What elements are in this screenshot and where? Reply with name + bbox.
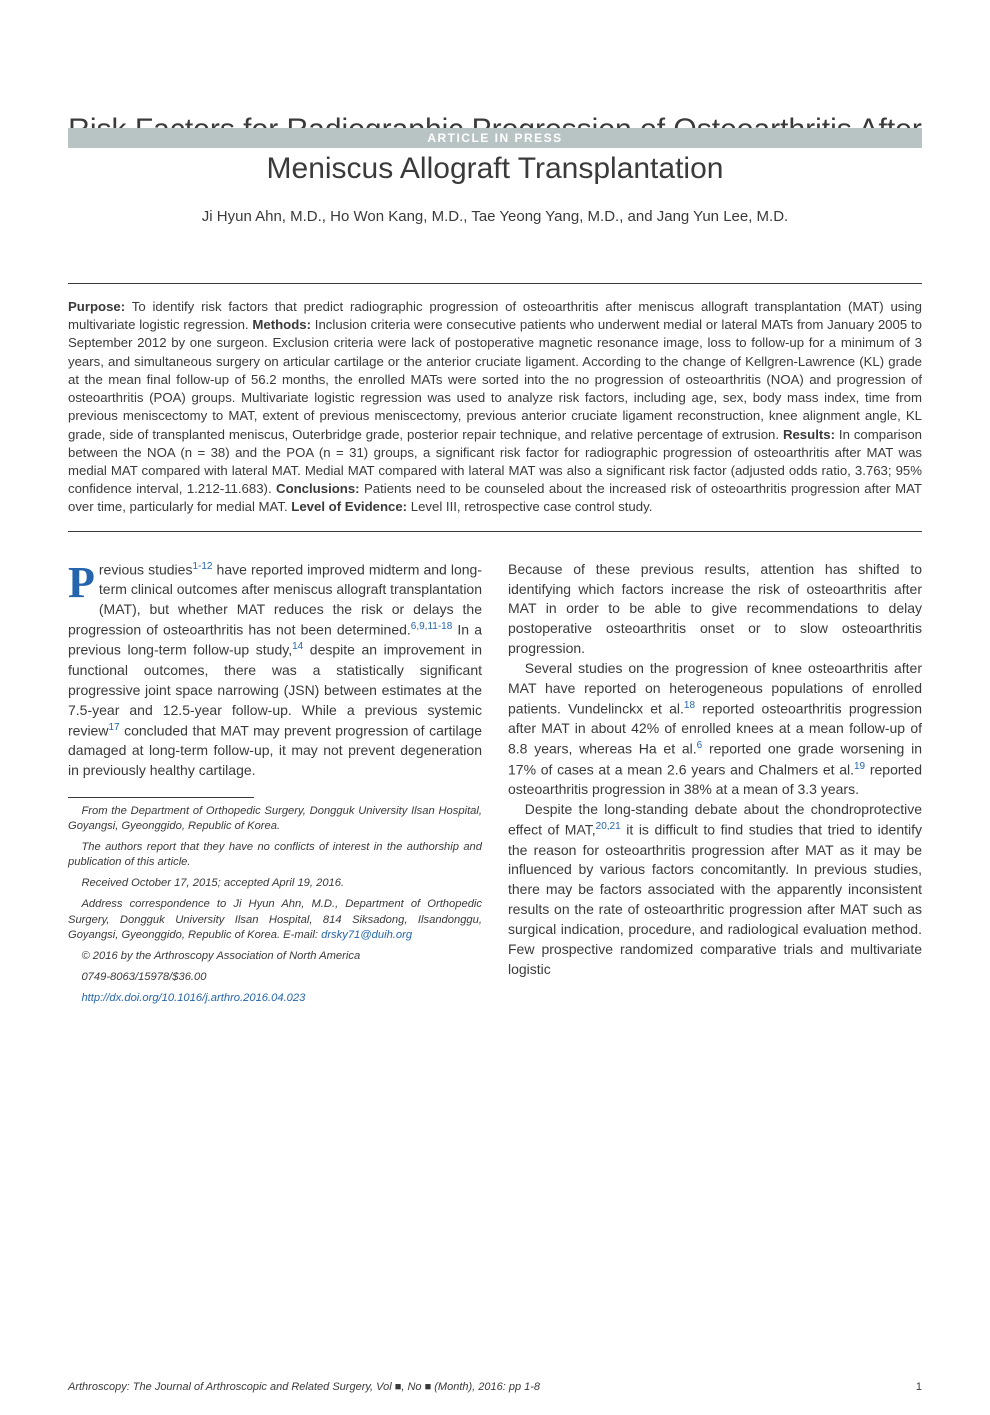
doi-link[interactable]: http://dx.doi.org/10.1016/j.arthro.2016.…: [81, 992, 305, 1004]
body-columns: Previous studies1-12 have reported impro…: [68, 560, 922, 1006]
footnote-correspondence: Address correspondence to Ji Hyun Ahn, M…: [68, 897, 482, 942]
citation-sup[interactable]: 17: [108, 722, 119, 733]
footnote-text: Address correspondence to Ji Hyun Ahn, M…: [68, 898, 482, 940]
body-text: it is difficult to find studies that tri…: [508, 822, 922, 977]
abstract: Purpose: To identify risk factors that p…: [68, 298, 922, 517]
authors-line: Ji Hyun Ahn, M.D., Ho Won Kang, M.D., Ta…: [68, 208, 922, 225]
dropcap: P: [68, 560, 99, 601]
journal-citation: Arthroscopy: The Journal of Arthroscopic…: [68, 1381, 540, 1393]
conclusions-label: Conclusions:: [276, 481, 360, 496]
footnote-affiliation: From the Department of Orthopedic Surger…: [68, 804, 482, 834]
body-text: revious studies: [99, 561, 193, 577]
body-text: concluded that MAT may prevent progressi…: [68, 722, 482, 778]
methods-text: Inclusion criteria were consecutive pati…: [68, 317, 922, 441]
citation-sup[interactable]: 6,9,11-18: [411, 621, 453, 632]
rule-below-abstract: [68, 531, 922, 532]
citation-sup[interactable]: 1-12: [192, 561, 212, 572]
citation-sup[interactable]: 14: [292, 641, 303, 652]
citation-sup[interactable]: 19: [854, 761, 865, 772]
left-column: Previous studies1-12 have reported impro…: [68, 560, 482, 1006]
footnote-issn: 0749-8063/15978/$36.00: [68, 970, 482, 985]
results-label: Results:: [783, 427, 835, 442]
rule-above-abstract: [68, 283, 922, 284]
purpose-label: Purpose:: [68, 299, 125, 314]
footnote-copyright: © 2016 by the Arthroscopy Association of…: [68, 949, 482, 964]
body-para-1: Previous studies1-12 have reported impro…: [68, 560, 482, 781]
footnote-coi: The authors report that they have no con…: [68, 840, 482, 870]
page-footer: Arthroscopy: The Journal of Arthroscopic…: [68, 1381, 922, 1393]
footnote-dates: Received October 17, 2015; accepted Apri…: [68, 876, 482, 891]
body-para-r2: Several studies on the progression of kn…: [508, 659, 922, 800]
article-title: Risk Factors for Radiographic Progressio…: [68, 110, 922, 188]
right-column: Because of these previous results, atten…: [508, 560, 922, 1006]
page-number: 1: [916, 1381, 922, 1393]
methods-label: Methods:: [252, 317, 311, 332]
email-link[interactable]: drsky71@duih.org: [321, 929, 412, 941]
body-para-r3: Despite the long-standing debate about t…: [508, 800, 922, 980]
footnote-doi: http://dx.doi.org/10.1016/j.arthro.2016.…: [68, 991, 482, 1006]
citation-sup[interactable]: 20,21: [596, 821, 621, 832]
loe-text: Level III, retrospective case control st…: [407, 499, 652, 514]
body-para-r1: Because of these previous results, atten…: [508, 560, 922, 659]
footnote-rule: [68, 797, 254, 798]
article-in-press-bar: ARTICLE IN PRESS: [68, 128, 922, 148]
loe-label: Level of Evidence:: [291, 499, 407, 514]
citation-sup[interactable]: 18: [684, 700, 695, 711]
